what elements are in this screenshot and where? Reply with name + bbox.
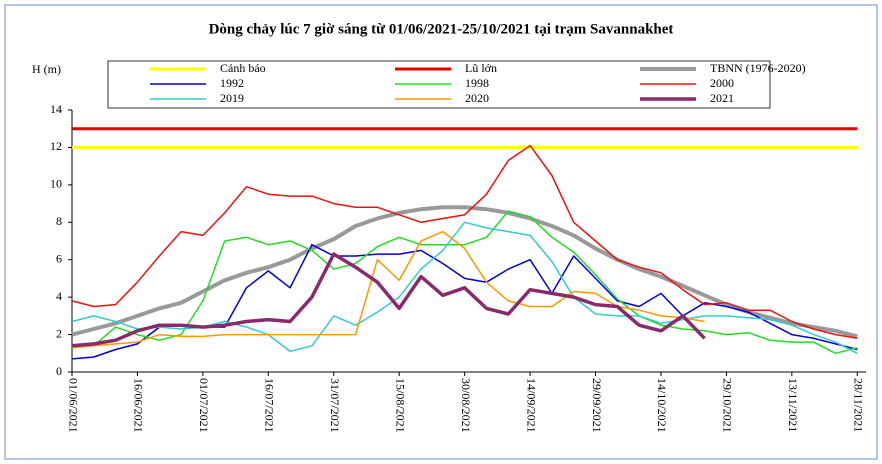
y-tick-label: 6 [56,251,62,265]
y-axis-label: H (m) [32,62,61,76]
y-tick-label: 4 [56,289,62,303]
x-tick-label: 31/07/2021 [328,378,342,433]
x-tick-label: 16/06/2021 [132,378,146,433]
x-tick-label: 28/11/2021 [852,378,866,432]
x-tick-label: 29/09/2021 [590,378,604,433]
x-tick-label: 15/08/2021 [393,378,407,433]
series-line [71,252,706,348]
legend-label: 1998 [465,76,489,90]
x-tick-label: 01/07/2021 [197,378,211,433]
x-tick-label: 14/09/2021 [524,378,538,433]
y-tick-label: 2 [56,326,62,340]
y-tick-label: 10 [50,177,62,191]
series-line [72,210,858,355]
legend-label: Lũ lớn [465,61,497,75]
legend-label: 1992 [220,76,244,90]
series-line [71,144,858,340]
legend-label: 2019 [220,91,244,105]
x-tick-label: 30/08/2021 [459,378,473,433]
y-tick-label: 12 [50,139,62,153]
y-tick-label: 8 [56,214,62,228]
series-line [71,230,705,349]
legend-label: 2000 [710,76,734,90]
y-tick-label: 0 [56,364,62,378]
x-tick-label: 29/10/2021 [721,378,735,433]
chart-title: Dòng chảy lúc 7 giờ sáng từ 01/06/2021-2… [209,21,674,37]
x-tick-label: 13/11/2021 [786,378,800,432]
legend-label: 2021 [710,91,734,105]
legend-label: Cảnh báo [220,61,266,75]
x-tick-label: 01/06/2021 [66,378,80,433]
series-line [71,205,858,339]
legend-label: 2020 [465,91,489,105]
y-tick-label: 14 [50,102,62,116]
x-tick-label: 14/10/2021 [655,378,669,433]
x-tick-label: 16/07/2021 [263,378,277,433]
legend-label: TBNN (1976-2020) [710,61,806,75]
